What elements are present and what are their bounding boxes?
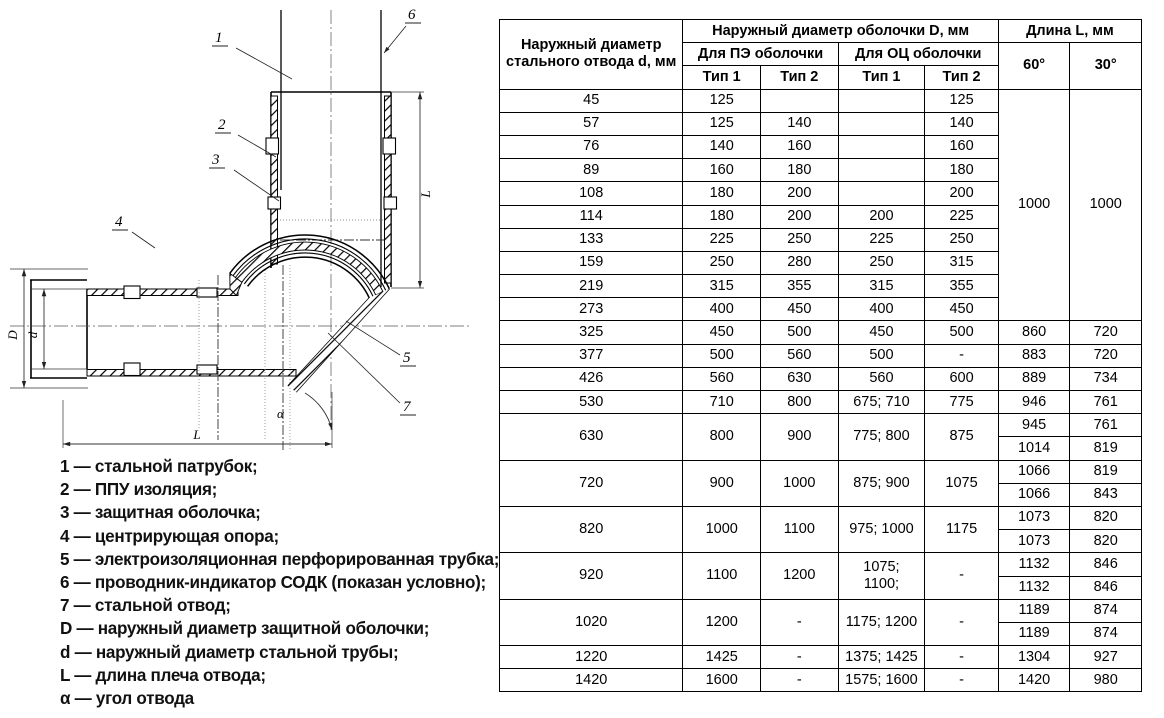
svg-text:3: 3 [211,152,220,168]
svg-text:2: 2 [218,117,226,133]
svg-text:5: 5 [403,350,411,366]
svg-text:1: 1 [215,30,223,46]
svg-text:7: 7 [403,399,412,415]
svg-text:6: 6 [408,7,416,23]
svg-text:L: L [192,427,200,442]
svg-text:α: α [277,406,285,421]
svg-text:4: 4 [115,214,123,230]
svg-text:d: d [25,331,40,338]
svg-text:D: D [5,330,20,341]
svg-text:L: L [418,190,433,198]
